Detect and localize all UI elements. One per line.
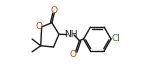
Text: NH: NH	[65, 30, 78, 39]
Text: Cl: Cl	[111, 34, 120, 43]
Text: O: O	[51, 6, 58, 15]
Text: O: O	[70, 50, 77, 59]
Text: O: O	[35, 22, 42, 31]
